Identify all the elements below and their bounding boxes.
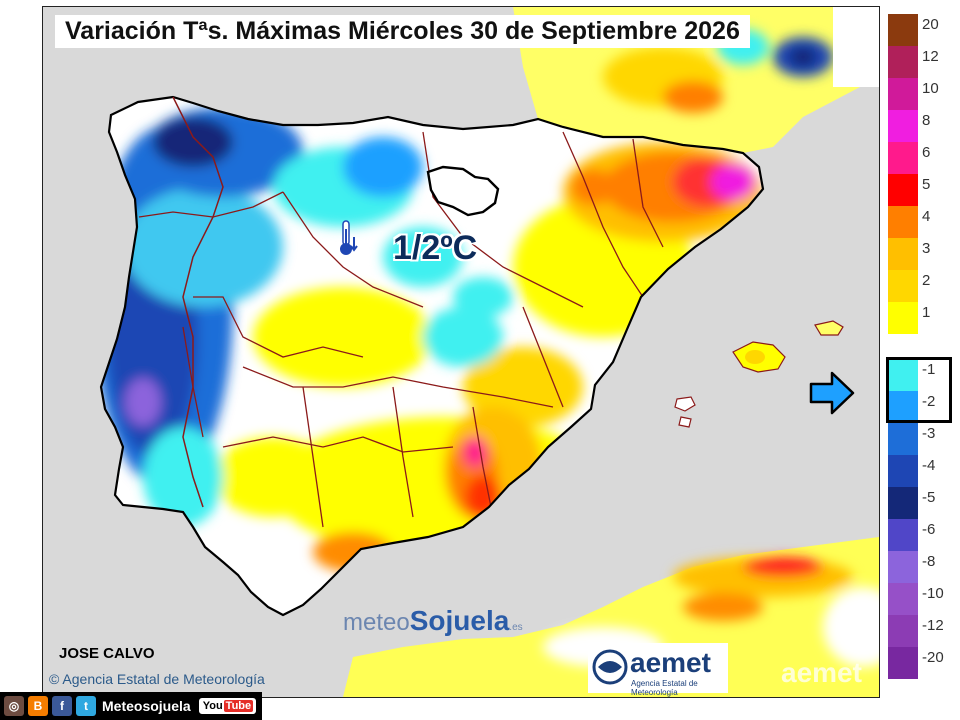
legend-swatch	[888, 270, 918, 302]
aemet-logo: aemet Agencia Estatal de Meteorología	[588, 643, 728, 697]
legend-swatch	[888, 206, 918, 238]
legend-label: 8	[922, 112, 931, 129]
thermometer-down-icon	[340, 220, 358, 255]
legend-highlight-box	[886, 357, 952, 423]
legend-swatch	[888, 302, 918, 334]
legend-label: 6	[922, 144, 931, 161]
color-legend	[888, 14, 918, 684]
twitter-icon[interactable]: t	[76, 696, 96, 716]
aemet-watermark-ghost: aemet	[781, 657, 862, 688]
legend-swatch	[888, 615, 918, 647]
legend-label: 12	[922, 48, 939, 65]
youtube-tube: Tube	[223, 700, 254, 712]
legend-swatch	[888, 14, 918, 46]
temperature-variation-label: 1/2ºC	[393, 229, 478, 267]
legend-label: 20	[922, 16, 939, 33]
aemet-copyright: © Agencia Estatal de Meteorología	[49, 671, 265, 687]
legend-swatch	[888, 455, 918, 487]
social-handle[interactable]: Meteosojuela	[102, 698, 191, 714]
legend-swatch	[888, 142, 918, 174]
legend-swatch	[888, 174, 918, 206]
watermark-part1: meteo	[343, 609, 410, 636]
legend-swatch	[888, 551, 918, 583]
legend-swatch	[888, 583, 918, 615]
map-title: Variación Tªs. Máximas Miércoles 30 de S…	[55, 15, 750, 48]
legend-swatch	[888, 46, 918, 78]
facebook-icon[interactable]: f	[52, 696, 72, 716]
blogger-icon[interactable]: B	[28, 696, 48, 716]
aemet-emblem-icon	[592, 649, 628, 685]
legend-label: -20	[922, 649, 944, 666]
balearic-islands	[674, 320, 844, 428]
aemet-subtitle: Agencia Estatal de Meteorología	[631, 679, 698, 697]
arrow-right-icon	[809, 371, 855, 415]
legend-label: 3	[922, 240, 931, 257]
iberia-outline	[99, 95, 765, 617]
legend-swatch	[888, 487, 918, 519]
legend-label: -4	[922, 457, 936, 474]
legend-label: 5	[922, 176, 931, 193]
author-credit: JOSE CALVO	[59, 645, 155, 662]
legend-swatch	[888, 519, 918, 551]
legend-label: 10	[922, 80, 939, 97]
legend-swatch	[888, 647, 918, 679]
social-strip: ◎ B f t Meteosojuela You Tube	[0, 692, 262, 720]
legend-label: -8	[922, 553, 936, 570]
legend-swatch	[888, 359, 918, 391]
portugal-border	[172, 96, 224, 508]
africa-anomaly	[543, 557, 879, 667]
meteosojuela-watermark: meteoSojuela.es	[343, 605, 523, 637]
legend-label: -3	[922, 425, 936, 442]
youtube-you: You	[202, 700, 223, 712]
youtube-badge[interactable]: You Tube	[198, 698, 257, 714]
alps-white	[833, 7, 879, 87]
map-frame: Variación Tªs. Máximas Miércoles 30 de S…	[42, 6, 880, 698]
watermark-part2: Sojuela	[409, 605, 510, 636]
legend-swatch	[888, 423, 918, 455]
legend-label: -10	[922, 585, 944, 602]
legend-label: -12	[922, 617, 944, 634]
legend-swatch	[888, 78, 918, 110]
legend-gap	[888, 334, 918, 359]
variation-map	[43, 7, 879, 697]
legend-label: -6	[922, 521, 936, 538]
legend-label: -5	[922, 489, 936, 506]
watermark-suffix: .es	[509, 622, 523, 633]
legend-label: -1	[922, 361, 936, 378]
legend-label: 1	[922, 304, 931, 321]
instagram-icon[interactable]: ◎	[4, 696, 24, 716]
legend-label: 4	[922, 208, 931, 225]
legend-label: -2	[922, 393, 936, 410]
aemet-name: aemet	[630, 647, 711, 678]
legend-swatch	[888, 238, 918, 270]
france-anomaly	[603, 29, 833, 113]
la-rioja-outline	[426, 165, 500, 217]
legend-label: 2	[922, 272, 931, 289]
legend-swatch	[888, 391, 918, 423]
legend-swatch	[888, 110, 918, 142]
